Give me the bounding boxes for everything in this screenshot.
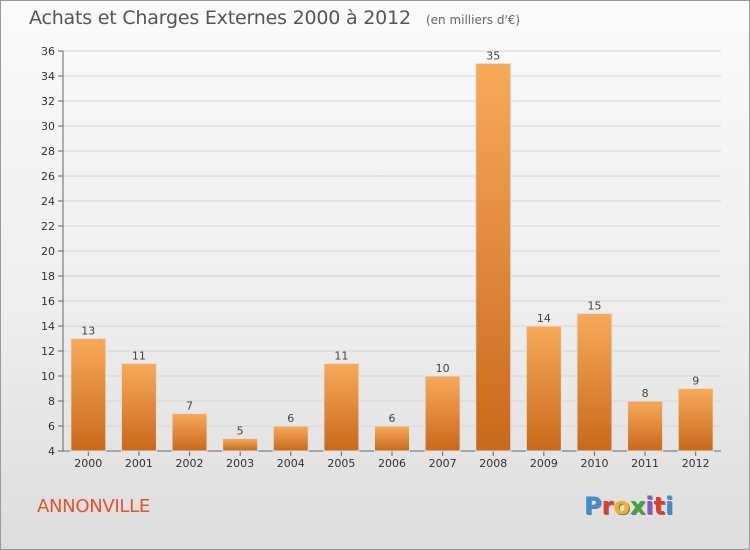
data-label: 9 [692, 375, 699, 388]
town-name: ANNONVILLE [37, 496, 150, 517]
data-label: 11 [334, 350, 348, 363]
x-tick-label: 2010 [580, 457, 608, 470]
y-tick-label: 18 [41, 270, 55, 283]
x-tick-label: 2005 [327, 457, 355, 470]
data-label: 15 [587, 300, 601, 313]
y-tick-label: 16 [41, 295, 55, 308]
y-tick-label: 12 [41, 345, 55, 358]
label-layer: 13 11 7 5 6 11 6 10 35 14 15 8 9 [81, 50, 699, 438]
chart-title: Achats et Charges Externes 2000 à 2012 [29, 7, 411, 29]
bar-2010 [576, 313, 613, 452]
x-tick-label: 2002 [176, 457, 204, 470]
data-label: 13 [81, 325, 95, 338]
y-tick-label: 22 [41, 220, 55, 233]
logo-letter: r [601, 492, 614, 520]
logo-letter: t [653, 492, 666, 520]
data-label: 14 [537, 312, 551, 325]
logo-letter: i [645, 492, 654, 520]
proxiti-logo[interactable]: Proxiti [584, 492, 673, 520]
logo-letter: x [629, 492, 646, 520]
x-tick-label: 2011 [631, 457, 659, 470]
bar-2003 [222, 438, 259, 452]
y-tick-label: 32 [41, 95, 55, 108]
bar-2009 [525, 325, 562, 452]
bar-layer [70, 63, 714, 452]
data-label: 5 [237, 425, 244, 438]
grid-layer [63, 50, 721, 452]
bar-2011 [627, 400, 664, 452]
y-tick-label: 4 [48, 445, 55, 458]
x-tick-label: 2003 [226, 457, 254, 470]
y-tick-label: 14 [41, 320, 55, 333]
y-tick-label: 20 [41, 245, 55, 258]
x-tick-label: 2001 [125, 457, 153, 470]
bar-2000 [70, 338, 107, 452]
chart-unit: (en milliers d'€) [425, 13, 521, 27]
y-tick-label: 6 [48, 420, 55, 433]
bar-2012 [677, 388, 714, 452]
x-tick-label: 2012 [682, 457, 710, 470]
y-tick-label: 10 [41, 370, 55, 383]
bar-2007 [424, 375, 461, 452]
logo-letter: i [665, 492, 674, 520]
data-label: 6 [287, 412, 294, 425]
bar-2002 [171, 413, 208, 452]
data-label: 11 [132, 350, 146, 363]
y-tick-label: 8 [48, 395, 55, 408]
x-tick-label: 2008 [479, 457, 507, 470]
data-label: 8 [642, 387, 649, 400]
axis-layer: 4 6 8 10 12 14 16 18 20 22 24 26 28 30 32 34 36 2000 2001 2… [41, 45, 721, 470]
chart-header: Achats et Charges Externes 2000 à 2012 (… [29, 7, 520, 29]
y-tick-label: 36 [41, 45, 55, 58]
y-tick-label: 34 [41, 70, 55, 83]
bar-2004 [272, 425, 309, 452]
y-tick-label: 30 [41, 120, 55, 133]
logo-letter: P [584, 492, 602, 520]
y-tick-label: 28 [41, 145, 55, 158]
bar-2008 [475, 63, 512, 452]
y-tick-label: 26 [41, 170, 55, 183]
x-tick-label: 2000 [74, 457, 102, 470]
data-label: 6 [389, 412, 396, 425]
bar-2005 [323, 363, 360, 452]
data-label: 10 [436, 362, 450, 375]
data-label: 7 [186, 400, 193, 413]
logo-letter: o [613, 492, 630, 520]
x-tick-label: 2007 [429, 457, 457, 470]
data-label: 35 [486, 50, 500, 63]
bar-2006 [374, 425, 410, 452]
bar-2001 [120, 363, 157, 452]
x-tick-label: 2006 [378, 457, 406, 470]
y-tick-label: 24 [41, 195, 55, 208]
x-tick-label: 2009 [530, 457, 558, 470]
x-tick-label: 2004 [277, 457, 305, 470]
